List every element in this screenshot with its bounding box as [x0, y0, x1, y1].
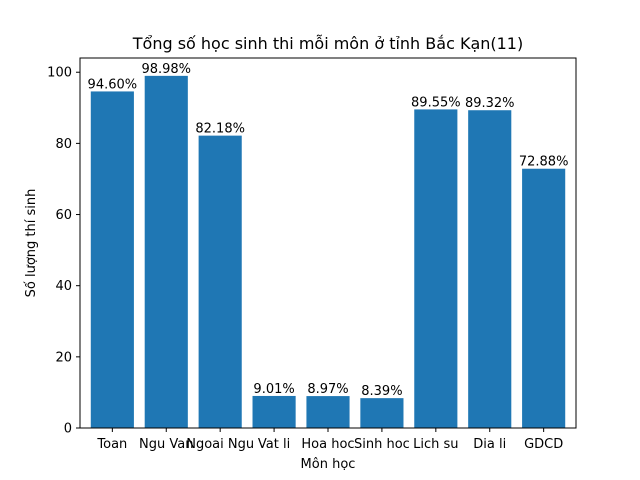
data-label: 89.55% — [411, 95, 461, 110]
data-label: 94.60% — [88, 77, 138, 92]
bar-vat-li — [252, 395, 296, 428]
x-tick-label: Hoa hoc — [301, 437, 354, 452]
data-label: 82.18% — [195, 122, 245, 137]
y-tick-label: 0 — [64, 422, 72, 437]
data-label: 8.39% — [361, 384, 402, 399]
bars-group — [90, 75, 566, 429]
bar-hoa-hoc — [306, 396, 350, 428]
data-labels-group: 94.60%98.98% 82.18% 9.01% 8.97% 8.39% 89.55% 8… — [88, 62, 569, 399]
y-axis: 0 20 40 60 80 100 — [47, 66, 80, 437]
x-tick-label: Ngu Van — [139, 437, 193, 452]
bar-toan — [90, 91, 134, 428]
x-tick-label: Lich su — [413, 437, 458, 452]
bar-lich-su — [414, 109, 458, 428]
bar-sinh-hoc — [360, 398, 404, 428]
y-tick-label: 40 — [55, 279, 72, 294]
x-tick-label: Toan — [96, 437, 127, 452]
bar-ngu-van — [144, 75, 188, 429]
data-label: 89.32% — [465, 96, 515, 111]
y-tick-label: 80 — [55, 137, 72, 152]
data-label: 98.98% — [141, 62, 191, 77]
x-tick-label: Ngoai Ngu — [186, 437, 254, 452]
data-label: 9.01% — [253, 382, 294, 397]
x-tick-label: GDCD — [524, 437, 563, 452]
bar-ngoai-ngu — [198, 135, 242, 428]
bar-dia-li — [468, 110, 512, 428]
x-tick-label: Sinh hoc — [354, 437, 410, 452]
y-tick-label: 60 — [55, 208, 72, 223]
data-label: 8.97% — [307, 382, 348, 397]
x-axis-title: Môn học — [301, 457, 356, 472]
x-tick-label: Dia li — [473, 437, 506, 452]
y-tick-label: 100 — [47, 66, 72, 81]
data-label: 72.88% — [519, 155, 569, 170]
x-tick-label: Vat li — [258, 437, 290, 452]
y-axis-title: Số lượng thí sinh — [24, 189, 39, 298]
y-tick-label: 20 — [55, 350, 72, 365]
bar-gdcd — [522, 168, 566, 428]
chart-title: Tổng số học sinh thi mỗi môn ở tỉnh Bắc … — [132, 34, 523, 53]
